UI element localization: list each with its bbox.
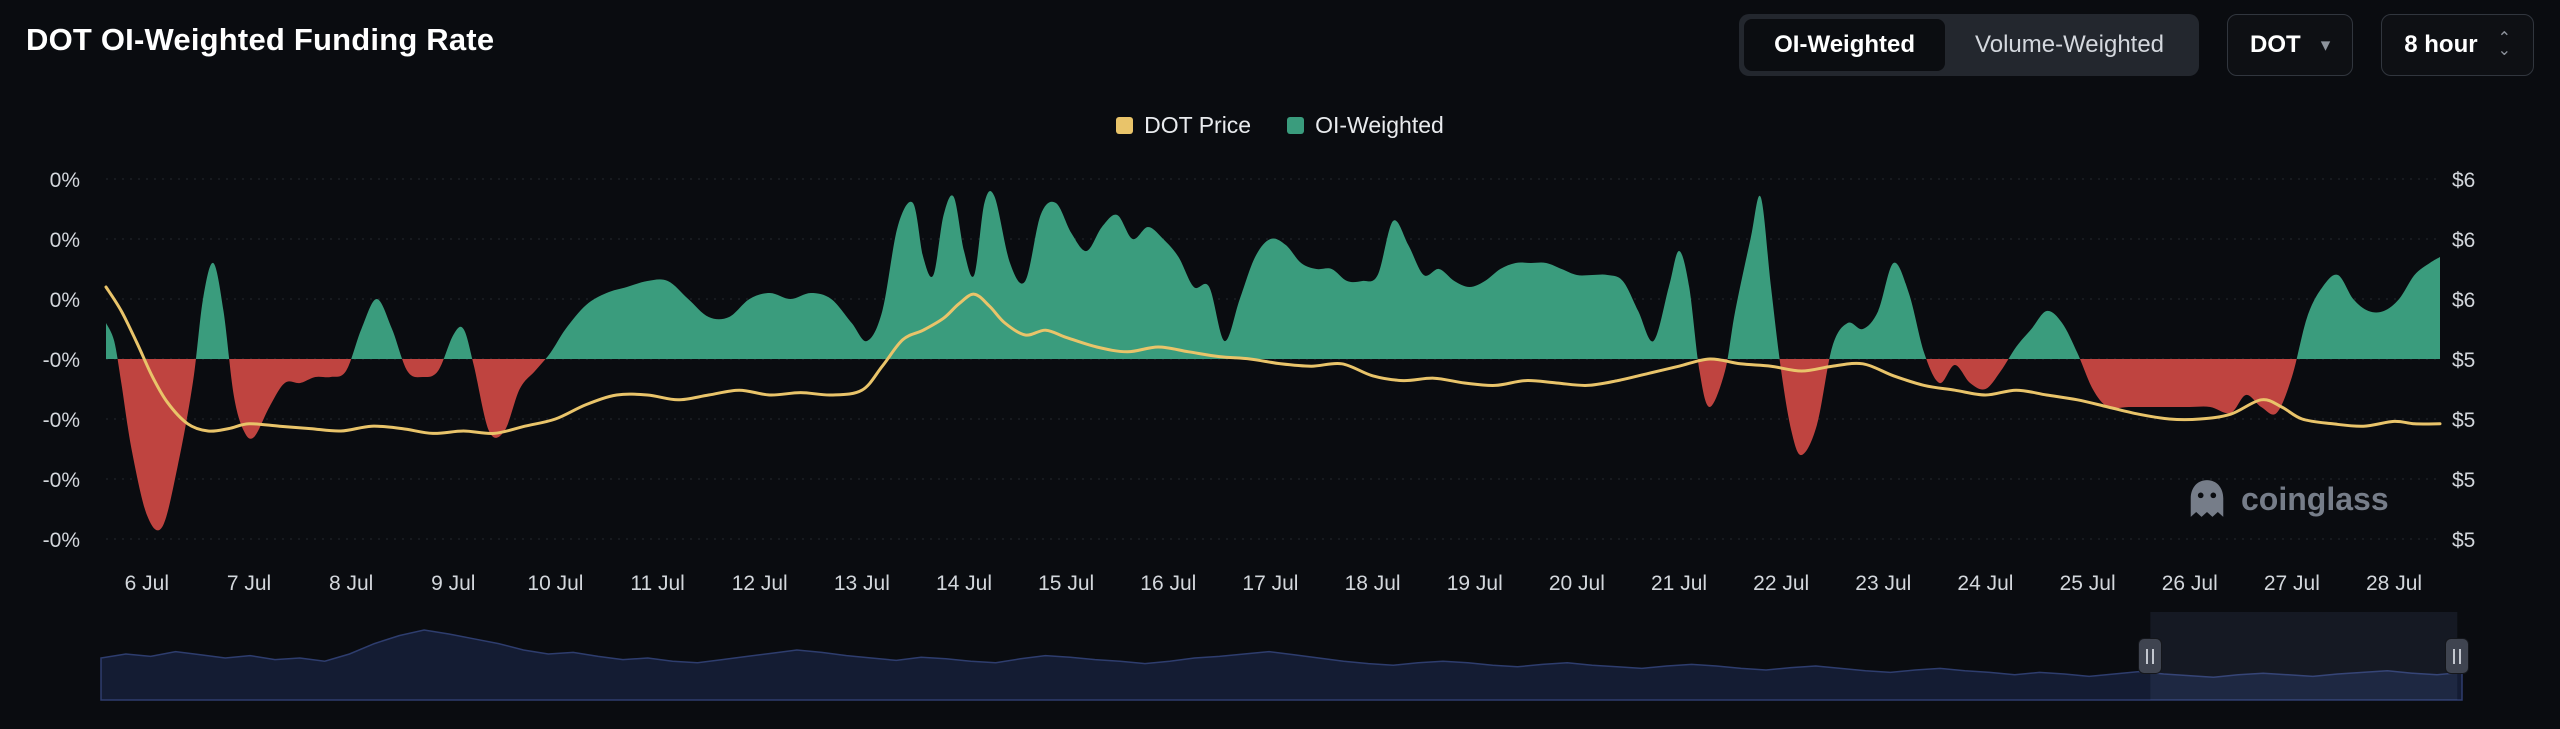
coinglass-logo-icon: [2190, 480, 2224, 517]
svg-text:28 Jul: 28 Jul: [2366, 572, 2422, 595]
navigator-area: [100, 629, 2463, 701]
svg-text:16 Jul: 16 Jul: [1140, 572, 1196, 595]
svg-text:9 Jul: 9 Jul: [431, 572, 475, 595]
svg-text:8 Jul: 8 Jul: [329, 572, 373, 595]
svg-text:24 Jul: 24 Jul: [1957, 572, 2013, 595]
coinglass-watermark: coinglass: [2186, 478, 2389, 520]
svg-text:6 Jul: 6 Jul: [125, 572, 169, 595]
svg-text:0%: 0%: [50, 169, 80, 192]
symbol-select-value: DOT: [2250, 31, 2301, 58]
svg-text:-0%: -0%: [43, 529, 80, 552]
toggle-volume-weighted[interactable]: Volume-Weighted: [1945, 19, 2194, 71]
legend-item-oi-weighted[interactable]: OI-Weighted: [1287, 112, 1444, 139]
svg-text:10 Jul: 10 Jul: [527, 572, 583, 595]
oi-weighted-swatch-icon: [1287, 117, 1305, 134]
svg-text:-0%: -0%: [43, 469, 80, 492]
header-controls: OI-Weighted Volume-Weighted DOT ▾ 8 hour…: [1739, 14, 2534, 76]
svg-text:$5: $5: [2452, 349, 2475, 372]
navigator-left-handle[interactable]: [2139, 639, 2162, 673]
svg-text:0%: 0%: [50, 289, 80, 312]
legend-label: DOT Price: [1144, 112, 1252, 138]
navigator-right-handle[interactable]: [2446, 639, 2469, 673]
svg-text:13 Jul: 13 Jul: [834, 572, 890, 595]
symbol-select[interactable]: DOT ▾: [2227, 14, 2354, 76]
svg-text:7 Jul: 7 Jul: [227, 572, 271, 595]
interval-select[interactable]: 8 hour ⌃ ⌄: [2381, 14, 2534, 76]
svg-text:15 Jul: 15 Jul: [1038, 572, 1094, 595]
svg-text:0%: 0%: [50, 229, 80, 252]
svg-text:23 Jul: 23 Jul: [1855, 572, 1911, 595]
price-line: [104, 285, 2442, 436]
svg-text:26 Jul: 26 Jul: [2162, 572, 2218, 595]
svg-text:$5: $5: [2452, 469, 2475, 492]
svg-text:21 Jul: 21 Jul: [1651, 572, 1707, 595]
svg-text:-0%: -0%: [43, 409, 80, 432]
funding-area-positive: [106, 191, 2440, 359]
watermark-text: coinglass: [2241, 480, 2389, 517]
legend-item-dot-price[interactable]: DOT Price: [1116, 112, 1251, 139]
svg-text:25 Jul: 25 Jul: [2060, 572, 2116, 595]
funding-area-negative: [106, 359, 2440, 531]
page-title: DOT OI-Weighted Funding Rate: [26, 22, 495, 57]
dot-price-swatch-icon: [1116, 117, 1134, 134]
svg-text:11 Jul: 11 Jul: [630, 572, 684, 595]
interval-select-value: 8 hour: [2404, 31, 2478, 58]
navigator-selection: [2150, 612, 2458, 700]
chevron-down-icon: ▾: [2320, 34, 2331, 56]
svg-text:$6: $6: [2452, 229, 2475, 252]
svg-text:19 Jul: 19 Jul: [1447, 572, 1503, 595]
legend-label: OI-Weighted: [1315, 112, 1444, 138]
svg-text:14 Jul: 14 Jul: [936, 572, 992, 595]
svg-text:22 Jul: 22 Jul: [1753, 572, 1809, 595]
svg-text:$5: $5: [2452, 529, 2475, 552]
axis-labels: 0% $6 0% $6 0% $6 -0% $5 -0% $5 -0% $5 -0% $5 6 Jul 7 J…: [43, 169, 2476, 595]
chart-navigator[interactable]: [101, 612, 2469, 700]
svg-text:18 Jul: 18 Jul: [1345, 572, 1401, 595]
svg-text:$5: $5: [2452, 409, 2475, 432]
svg-text:$6: $6: [2452, 169, 2475, 192]
header: DOT OI-Weighted Funding Rate OI-Weighted…: [0, 0, 2560, 76]
svg-text:$6: $6: [2452, 289, 2475, 312]
weighting-toggle: OI-Weighted Volume-Weighted: [1739, 14, 2200, 76]
stepper-icon: ⌃ ⌄: [2497, 30, 2511, 59]
toggle-oi-weighted[interactable]: OI-Weighted: [1744, 19, 1946, 71]
svg-text:12 Jul: 12 Jul: [732, 572, 788, 595]
svg-text:17 Jul: 17 Jul: [1242, 572, 1298, 595]
svg-text:20 Jul: 20 Jul: [1549, 572, 1605, 595]
svg-text:-0%: -0%: [43, 349, 80, 372]
chart-legend: DOT Price OI-Weighted: [0, 112, 2560, 139]
svg-text:27 Jul: 27 Jul: [2264, 572, 2320, 595]
